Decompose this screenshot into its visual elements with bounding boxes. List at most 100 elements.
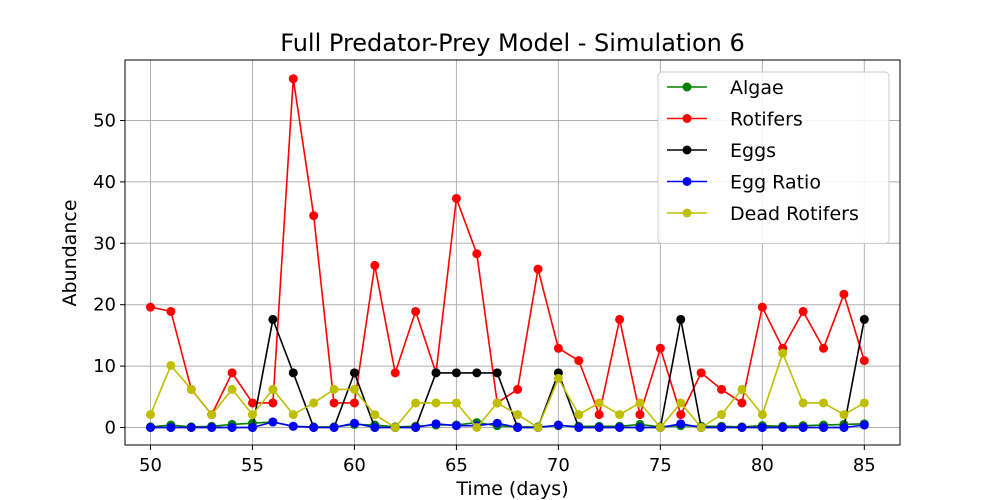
legend-marker-algae [682, 82, 692, 92]
data-point-eggs [472, 368, 482, 378]
data-point-rotifers [513, 384, 523, 394]
data-point-dead-rotifers [778, 348, 788, 358]
data-point-egg-ratio [553, 420, 563, 430]
y-tick-label: 30 [93, 233, 116, 254]
data-point-dead-rotifers [859, 398, 869, 408]
data-point-rotifers [574, 356, 584, 366]
data-point-egg-ratio [145, 423, 155, 432]
data-point-rotifers [390, 368, 400, 378]
data-point-eggs [268, 314, 278, 324]
data-point-rotifers [717, 384, 727, 394]
data-point-dead-rotifers [288, 410, 298, 420]
data-point-rotifers [594, 410, 604, 420]
data-point-dead-rotifers [676, 398, 686, 408]
data-point-dead-rotifers [635, 398, 645, 408]
data-point-egg-ratio [594, 423, 604, 432]
data-point-dead-rotifers [798, 398, 808, 408]
data-point-rotifers [268, 398, 278, 408]
data-point-rotifers [533, 264, 543, 274]
data-point-dead-rotifers [594, 398, 604, 408]
y-tick-label: 50 [93, 110, 116, 131]
data-point-eggs [288, 368, 298, 378]
series-line-dead-rotifers [149, 352, 865, 429]
legend-label-algae: Algae [730, 77, 784, 99]
data-point-egg-ratio [778, 423, 788, 432]
data-point-egg-ratio [370, 423, 380, 432]
data-point-eggs [492, 368, 502, 378]
data-point-rotifers [615, 314, 625, 324]
legend-label-rotifers: Rotifers [730, 109, 803, 131]
data-point-dead-rotifers [349, 384, 359, 394]
axis-ticks: 50 55 60 65 70 75 80 85 0 10 20 30 40 50 [93, 110, 876, 476]
data-point-dead-rotifers [207, 410, 217, 420]
data-point-egg-ratio [227, 423, 237, 432]
data-point-rotifers [737, 398, 747, 408]
legend-item-dead-rotifers: Dead Rotifers [667, 203, 859, 225]
data-point-rotifers [553, 343, 563, 353]
data-point-rotifers [411, 306, 421, 316]
data-point-rotifers [451, 193, 461, 203]
data-point-eggs [451, 368, 461, 378]
x-tick-label: 80 [751, 455, 774, 476]
series-dead-rotifers [145, 348, 869, 432]
plot-frame [124, 59, 901, 446]
data-point-rotifers [349, 398, 359, 408]
data-point-dead-rotifers [329, 384, 339, 394]
legend-item-egg-ratio: Egg Ratio [667, 172, 821, 194]
legend-marker-rotifers [682, 114, 692, 123]
data-point-dead-rotifers [309, 398, 319, 408]
data-point-egg-ratio [288, 421, 298, 431]
data-point-egg-ratio [717, 423, 727, 432]
legend-label-egg-ratio: Egg Ratio [730, 172, 821, 194]
data-point-eggs [676, 314, 686, 324]
data-point-dead-rotifers [390, 423, 400, 432]
legend: Algae Rotifers Eggs Egg Ratio Dead Rotifers [657, 71, 890, 244]
data-point-rotifers [309, 211, 319, 221]
data-point-rotifers [819, 343, 829, 353]
data-point-dead-rotifers [247, 410, 257, 420]
data-point-dead-rotifers [411, 398, 421, 408]
data-point-dead-rotifers [839, 410, 849, 420]
data-point-dead-rotifers [227, 384, 237, 394]
y-tick-label: 10 [93, 356, 116, 377]
data-point-dead-rotifers [513, 410, 523, 420]
data-point-dead-rotifers [553, 373, 563, 383]
x-tick-label: 70 [547, 455, 570, 476]
data-point-egg-ratio [757, 423, 767, 432]
legend-box [657, 71, 890, 244]
x-tick-label: 50 [139, 455, 162, 476]
data-point-dead-rotifers [533, 423, 543, 432]
y-tick-label: 40 [93, 172, 116, 193]
data-point-egg-ratio [819, 423, 829, 432]
legend-marker-dead-rotifers [682, 208, 692, 218]
legend-marker-egg-ratio [682, 177, 692, 186]
data-point-rotifers [472, 249, 482, 259]
x-tick-label: 75 [649, 455, 672, 476]
data-point-rotifers [288, 74, 298, 84]
legend-label-eggs: Eggs [730, 140, 776, 162]
data-point-egg-ratio [839, 423, 849, 432]
data-point-rotifers [145, 302, 155, 312]
data-point-rotifers [839, 289, 849, 299]
data-point-egg-ratio [207, 423, 217, 432]
legend-item-eggs: Eggs [667, 140, 776, 162]
y-axis-label: Abundance [59, 199, 81, 306]
data-point-rotifers [370, 260, 380, 270]
x-tick-label: 60 [343, 455, 366, 476]
data-point-rotifers [655, 343, 665, 353]
data-point-dead-rotifers [268, 384, 278, 394]
data-point-dead-rotifers [370, 410, 380, 420]
data-point-rotifers [166, 306, 176, 316]
y-tick-label: 20 [93, 295, 116, 316]
data-point-rotifers [329, 398, 339, 408]
data-point-egg-ratio [676, 419, 686, 429]
data-point-dead-rotifers [145, 410, 155, 420]
data-point-egg-ratio [451, 421, 461, 431]
y-tick-label: 0 [105, 418, 116, 439]
data-point-dead-rotifers [472, 423, 482, 432]
data-point-dead-rotifers [757, 410, 767, 420]
data-point-dead-rotifers [737, 384, 747, 394]
data-point-egg-ratio [513, 423, 523, 432]
x-axis-label: Time (days) [455, 478, 568, 500]
